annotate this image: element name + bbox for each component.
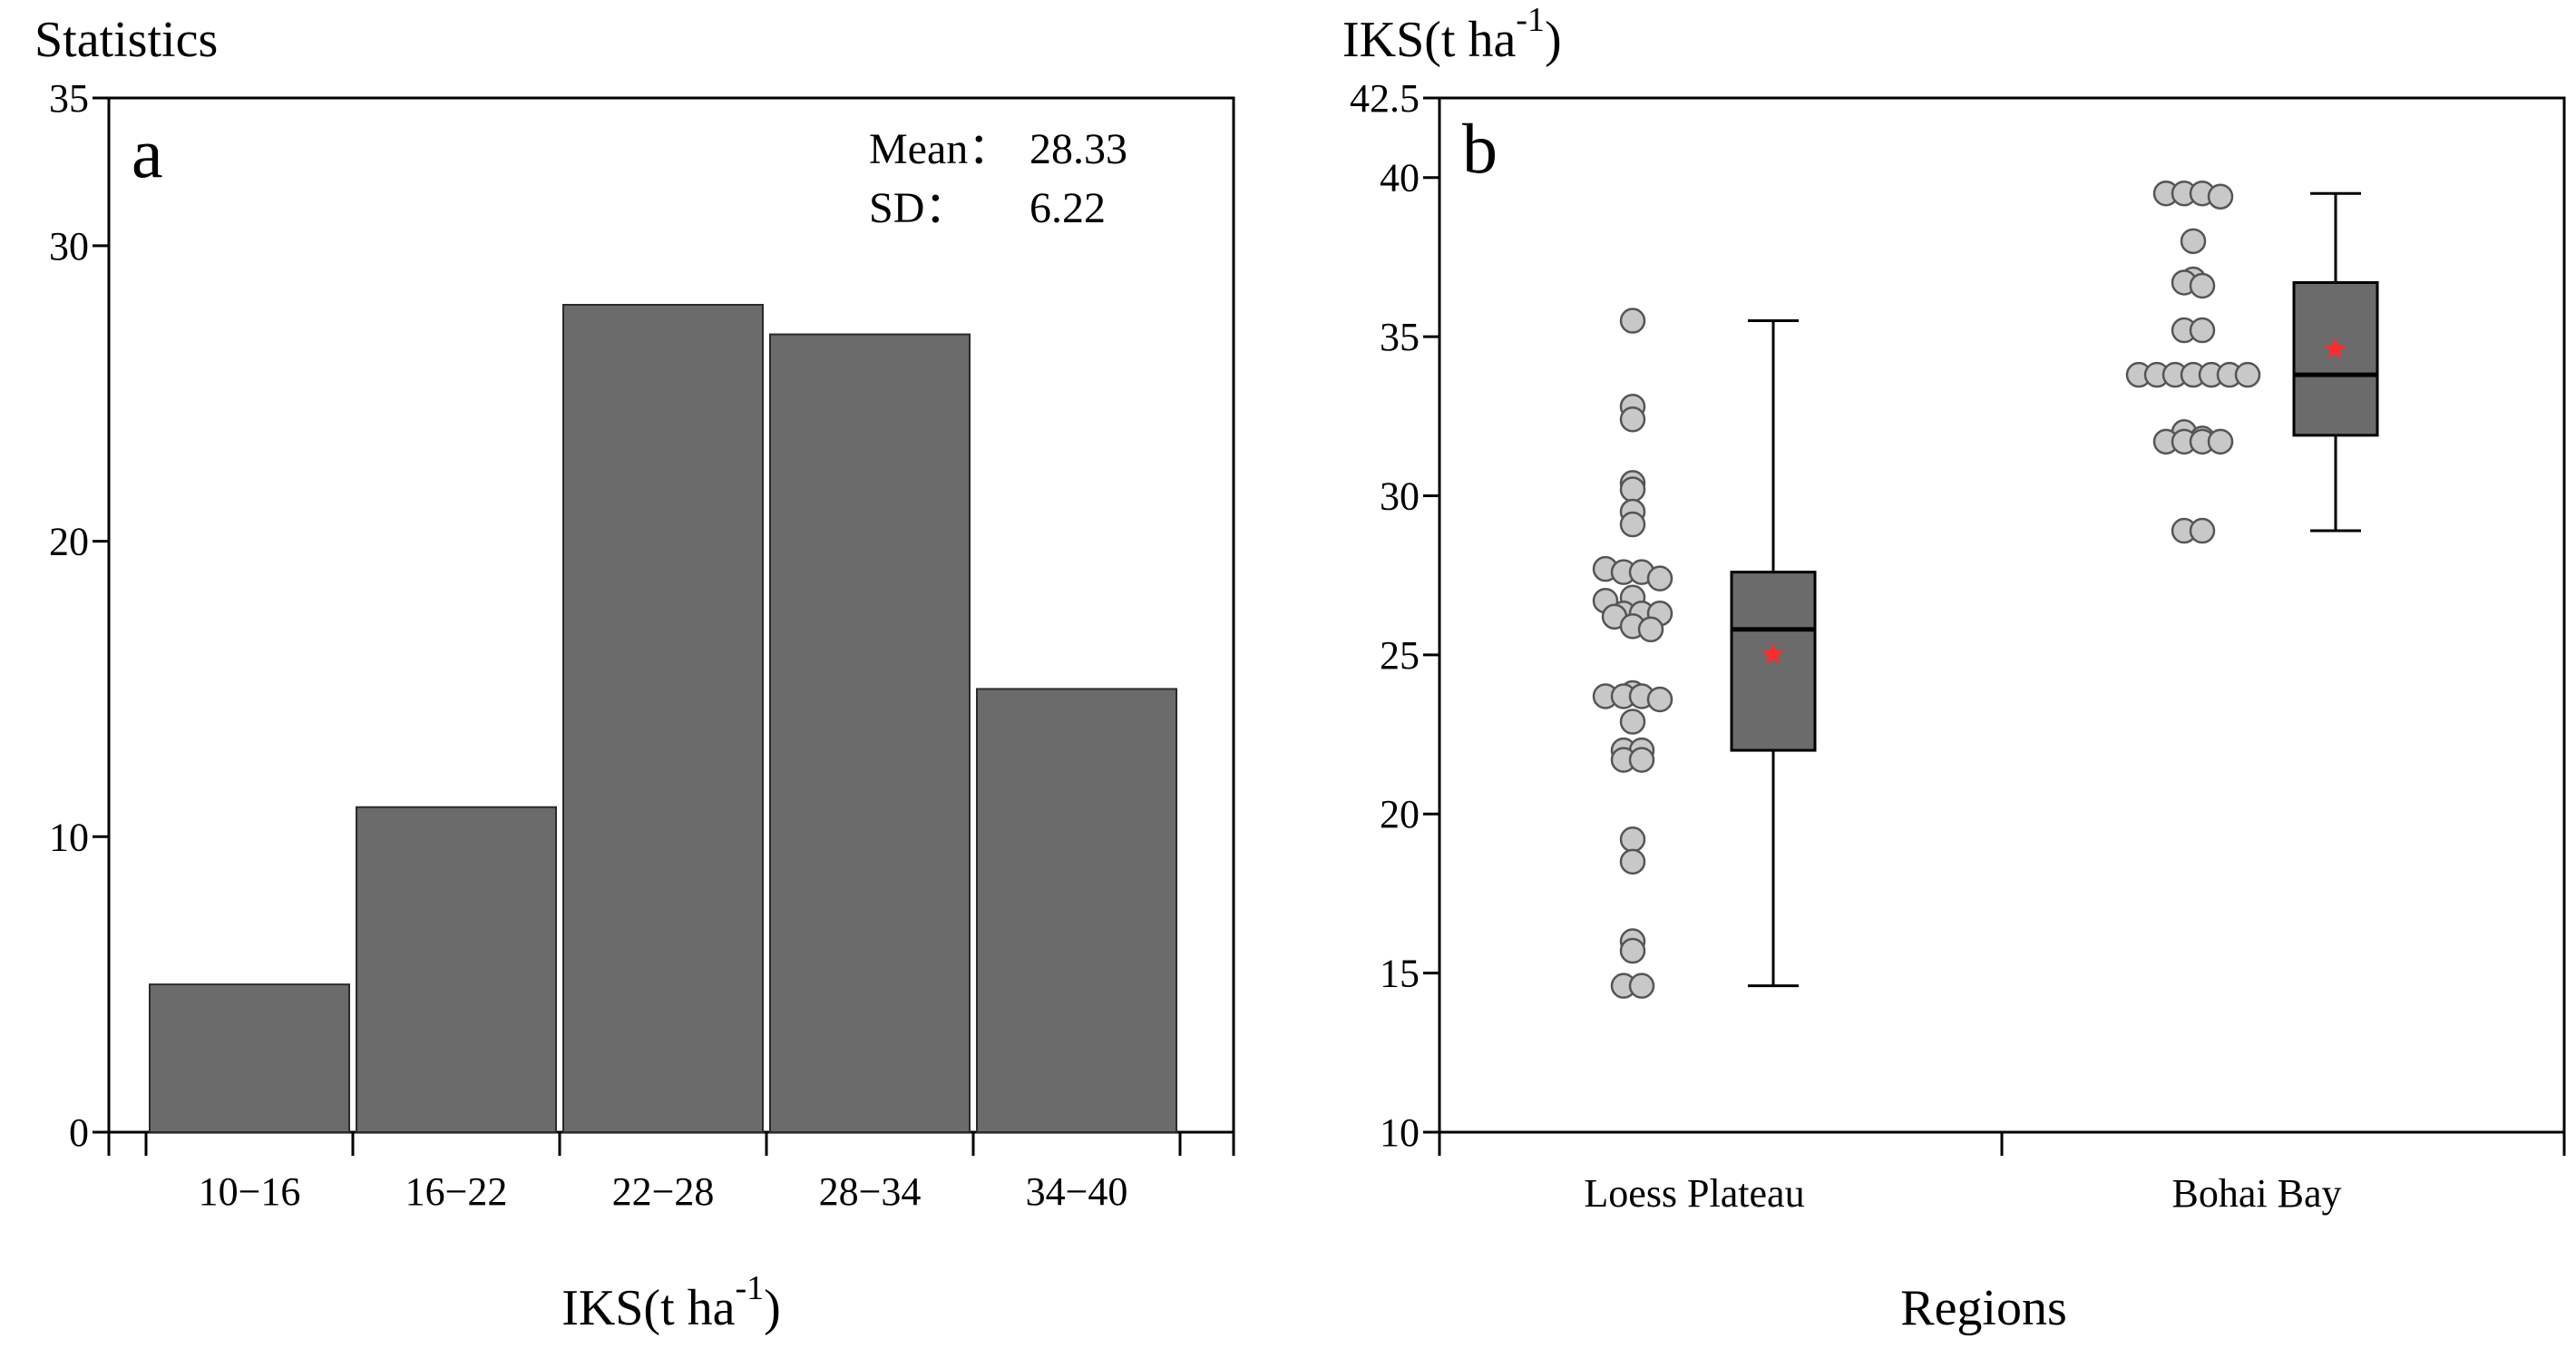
y-tick-label: 15 (1380, 952, 1420, 996)
data-point (2234, 361, 2261, 388)
panel-a-histogram: Statistics 0 10 20 30 35 10−16 16−22 22−28 28−3… (34, 12, 1235, 1336)
group-2: Bohai Bay (2125, 180, 2379, 1216)
y-tick-label: 30 (1380, 474, 1420, 518)
group-label: Loess Plateau (1584, 1171, 1804, 1216)
panel-b-boxplot: IKS(t ha-1) 10 15 20 25 30 35 40 42.5 Loess Pla… (1342, 1, 2566, 1336)
data-point (1646, 686, 1673, 713)
y-tick-label: 0 (69, 1110, 89, 1155)
sd-value: 6.22 (1029, 184, 1106, 232)
panel-a-letter: a (132, 113, 163, 192)
data-point (1619, 511, 1646, 538)
y-tick-label: 40 (1380, 156, 1420, 200)
mean-star-icon (2324, 337, 2347, 359)
sd-label: SD： (869, 184, 968, 232)
panel-b-y-axis-title: IKS(t ha-1) (1342, 1, 1562, 68)
data-point (1628, 973, 1655, 999)
panel-b-x-axis-title: Regions (1900, 1280, 2067, 1336)
data-point (2207, 428, 2234, 455)
y-tick-label: 10 (1380, 1110, 1420, 1155)
data-point (1619, 308, 1646, 334)
y-tick-label: 35 (1380, 315, 1420, 359)
data-point (2189, 317, 2216, 344)
data-point (1619, 406, 1646, 433)
bar-1 (149, 983, 350, 1133)
data-point (2207, 183, 2234, 210)
data-point (1619, 476, 1646, 503)
x-tick-label: 22−28 (612, 1169, 715, 1214)
y-tick-label: 10 (49, 815, 89, 859)
panel-b-letter: b (1462, 109, 1498, 188)
data-point (1619, 848, 1646, 875)
group-1: Loess Plateau (1584, 308, 1817, 1216)
data-point (2180, 228, 2207, 255)
data-point (2189, 272, 2216, 299)
y-tick-label: 20 (1380, 792, 1420, 836)
data-point (1646, 565, 1673, 591)
panel-a-x-axis-title: IKS(t ha-1) (561, 1269, 781, 1336)
bar-4 (769, 333, 971, 1134)
group-label: Bohai Bay (2172, 1171, 2342, 1216)
panel-a-bars (149, 304, 1177, 1134)
y-tick-label: 30 (49, 224, 89, 269)
data-point (1637, 616, 1664, 643)
panel-b-x-ticks (1438, 1132, 2566, 1156)
panel-a-x-ticks: 10−16 16−22 22−28 28−34 34−40 (107, 1132, 1235, 1214)
x-tick-label: 28−34 (819, 1169, 922, 1214)
panel-b-y-ticks: 10 15 20 25 30 35 40 42.5 (1350, 76, 1439, 1155)
data-point (1628, 747, 1655, 773)
data-point (2189, 517, 2216, 544)
bar-3 (562, 304, 764, 1133)
data-point (1619, 826, 1646, 853)
data-point (1619, 937, 1646, 964)
panel-a-y-ticks: 0 10 20 30 35 (49, 76, 109, 1155)
mean-star-icon (1761, 642, 1785, 665)
mean-value: 28.33 (1029, 125, 1127, 173)
bar-2 (356, 806, 557, 1133)
x-tick-label: 16−22 (405, 1169, 508, 1214)
iqr-box (1730, 571, 1817, 752)
iqr-box (2292, 280, 2379, 437)
bar-5 (976, 688, 1177, 1134)
y-tick-label: 25 (1380, 633, 1420, 678)
data-point (1619, 709, 1646, 735)
x-tick-label: 34−40 (1026, 1169, 1128, 1214)
y-tick-label: 42.5 (1350, 76, 1420, 121)
x-tick-label: 10−16 (199, 1169, 301, 1214)
mean-label: Mean： (869, 125, 1011, 173)
panel-a-y-axis-title: Statistics (34, 12, 218, 68)
y-tick-label: 20 (49, 520, 89, 564)
panel-b-groups: Loess Plateau Bohai Bay (1584, 180, 2379, 1216)
y-tick-label: 35 (49, 76, 89, 121)
